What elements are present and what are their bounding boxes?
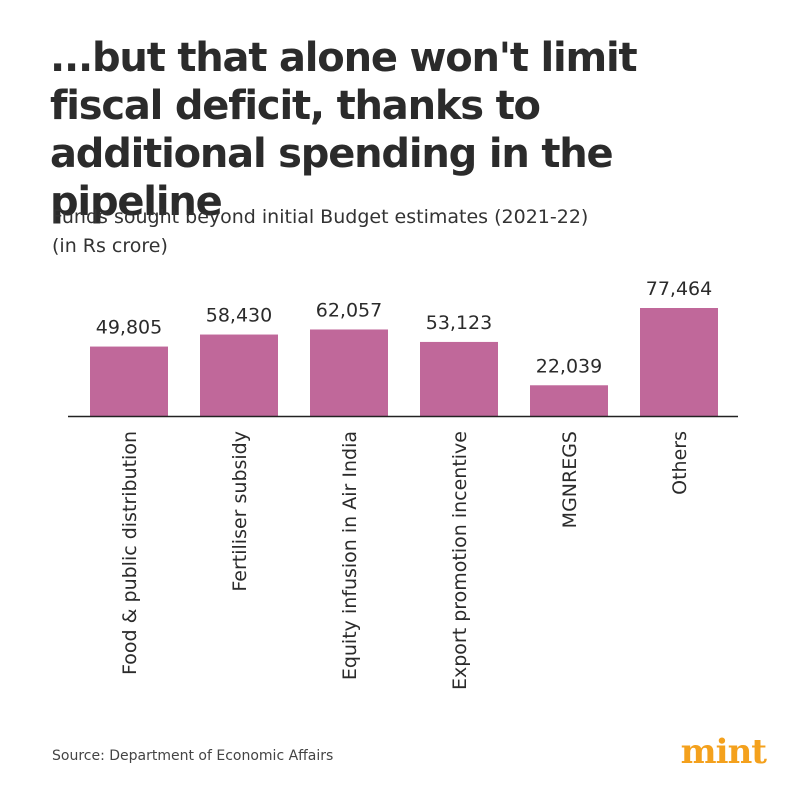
bar-0 [90,346,168,416]
mint-logo: mint [680,732,767,772]
category-label-1: Fertiliser subsidy [229,431,251,592]
bar-3 [420,341,498,416]
category-label-4: MGNREGS [559,431,581,528]
bar-1 [200,334,278,416]
category-label-0: Food & public distribution [119,431,141,675]
data-label-1: 58,430 [206,305,272,327]
category-label-2: Equity infusion in Air India [339,431,361,680]
bar-2 [310,329,388,416]
data-label-0: 49,805 [96,317,162,339]
bar-4 [530,385,608,416]
bar-5 [640,308,718,416]
data-label-5: 77,464 [646,278,712,300]
chart-title: ...but that alone won't limit fiscal def… [50,35,638,225]
data-label-4: 22,039 [536,355,602,377]
chart-subtitle: Funds sought beyond initial Budget estim… [52,203,752,261]
subtitle-line-1: Funds sought beyond initial Budget estim… [52,206,589,228]
data-label-3: 53,123 [426,312,492,334]
subtitle-line-2: (in Rs crore) [52,235,168,257]
source-note: Source: Department of Economic Affairs [52,748,334,764]
category-label-5: Others [669,431,691,495]
category-label-3: Export promotion incentive [449,431,471,690]
data-label-2: 62,057 [316,299,382,321]
